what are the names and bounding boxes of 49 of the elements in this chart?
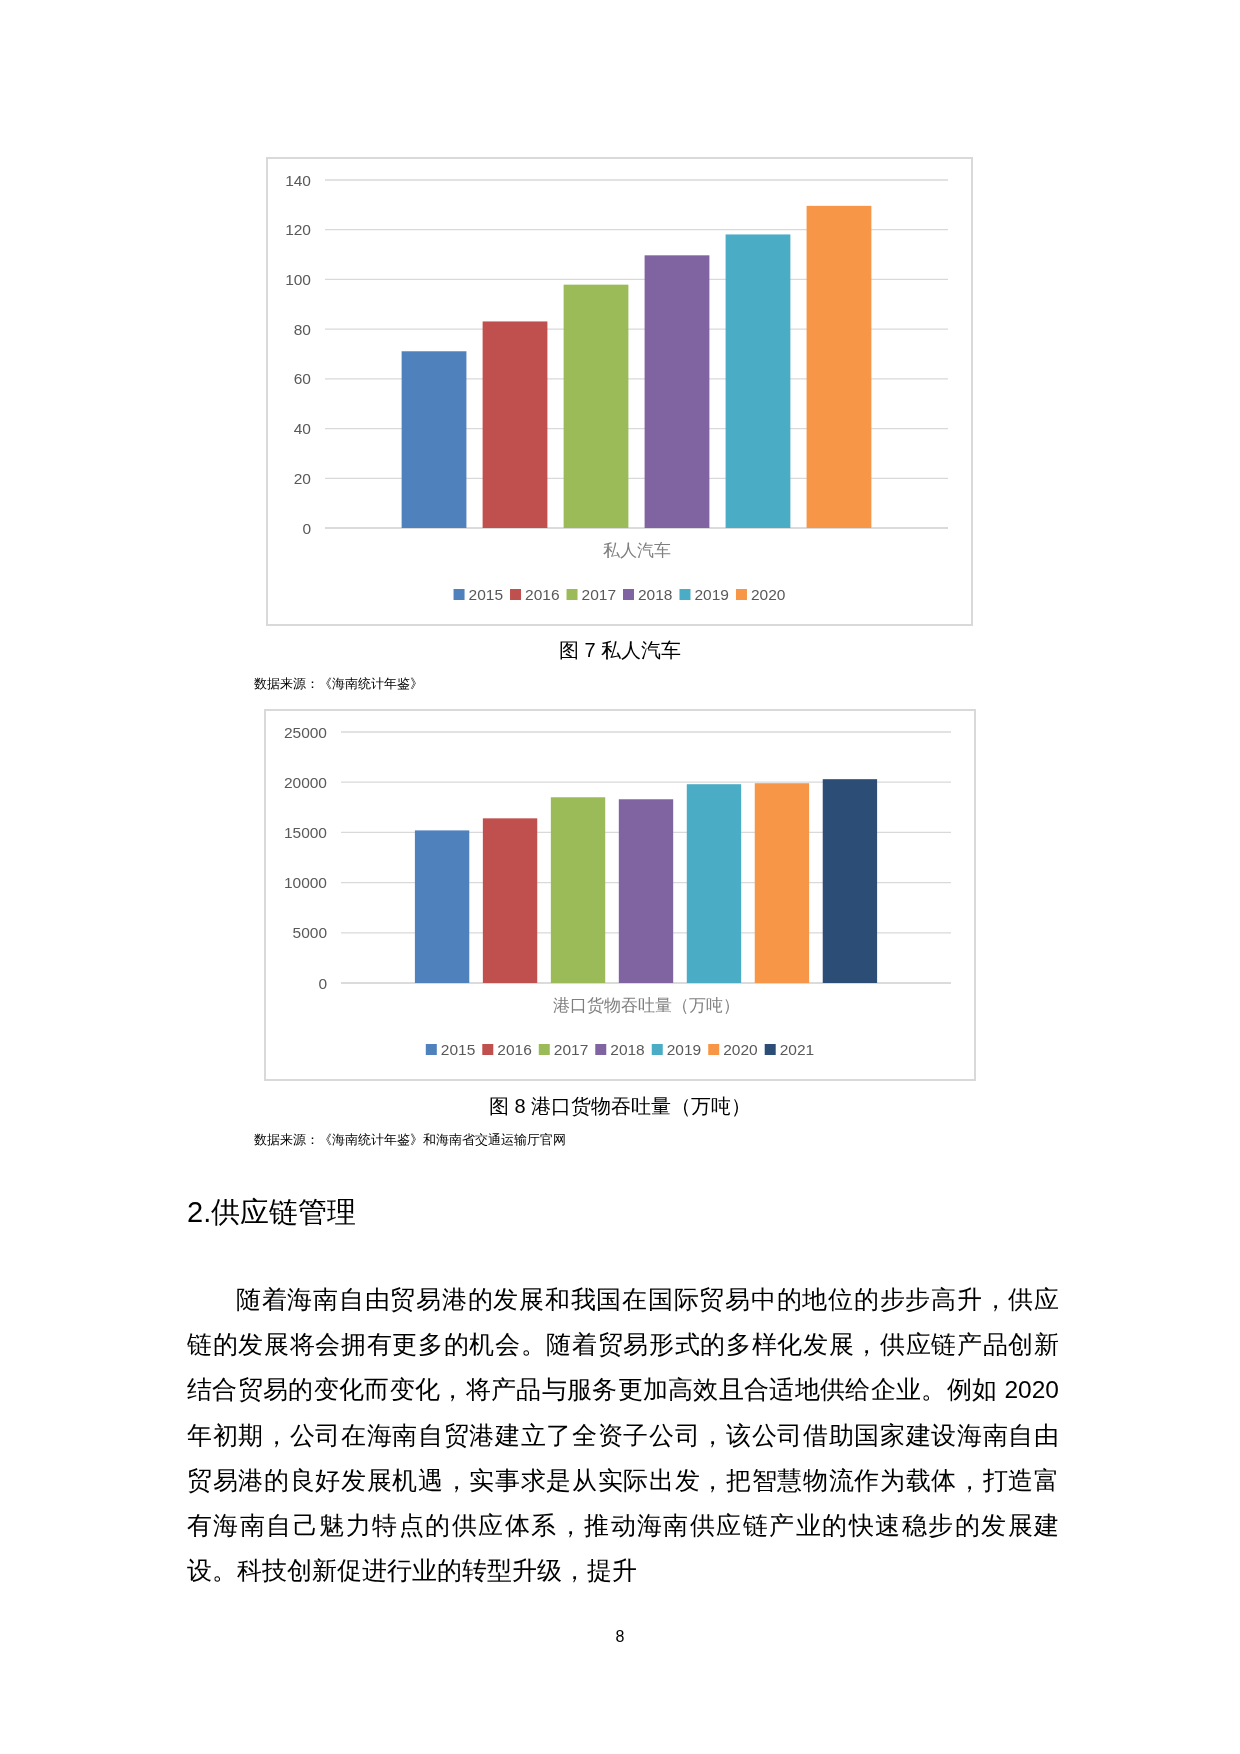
bar xyxy=(806,205,872,528)
y-tick-label: 100 xyxy=(285,270,312,288)
legend-label: 2018 xyxy=(638,586,673,603)
source-note: 数据来源：《海南统计年鉴》和海南省交通运输厅官网 xyxy=(254,1131,566,1149)
bar xyxy=(822,779,878,983)
bar xyxy=(754,783,810,983)
legend-label: 2016 xyxy=(497,1041,532,1058)
y-tick-label: 140 xyxy=(285,171,312,189)
x-tick-label: 港口货物吞吐量（万吨） xyxy=(552,996,740,1015)
text: 随着海南自由贸易港的发展和我国在国际贸易中的地位的步步高升，供应链的发展将会拥有更多的机会。随着贸易形式的多样化发展，供应链产品创新结合贸易的变化而变化，将产品与服务更加高效且合适地供给企业。例如 2020 年初期，公司在海南自贸港建立了全资子公司，该公司借助国家建设海南自由贸易港的良好发展机遇，实事求是从实际出发，把智慧物流作为载体，打造富有海南自己魅力特点的供应体系，推动海南供应链产业的快速稳步的发展建设。科技创新促进行业的转型升级，提升 xyxy=(187,1285,1059,1587)
bar xyxy=(618,799,674,983)
text: 图 7 私人汽车 xyxy=(557,638,683,663)
text: 图 8 港口货物吞吐量（万吨） xyxy=(487,1094,753,1119)
legend-label: 2015 xyxy=(440,1041,476,1058)
bar xyxy=(550,797,606,983)
legend-label: 2016 xyxy=(525,586,560,603)
x-tick-label: 私人汽车 xyxy=(602,541,671,560)
y-tick-label: 25000 xyxy=(283,723,328,741)
legend-label: 2021 xyxy=(779,1041,815,1058)
legend-label: 2017 xyxy=(553,1041,589,1058)
y-tick-label: 20000 xyxy=(283,773,328,791)
y-tick-label: 120 xyxy=(285,221,312,239)
bar xyxy=(414,830,470,983)
y-tick-label: 20 xyxy=(293,469,312,487)
legend-label: 2015 xyxy=(468,586,504,603)
y-tick-label: 5000 xyxy=(292,924,328,942)
bar xyxy=(401,351,467,528)
y-tick-label: 40 xyxy=(293,420,312,438)
legend-label: 2017 xyxy=(581,586,616,603)
y-tick-label: 15000 xyxy=(283,823,328,841)
y-tick-label: 80 xyxy=(293,320,312,338)
y-tick-label: 60 xyxy=(293,370,312,388)
text: 2.供应链管理 xyxy=(187,1195,357,1230)
y-tick-label: 0 xyxy=(318,974,328,992)
legend-label: 2019 xyxy=(694,586,729,603)
text: 8 xyxy=(614,1628,626,1646)
bar xyxy=(482,321,548,528)
bar xyxy=(686,784,742,983)
bar xyxy=(725,234,791,528)
legend-label: 2020 xyxy=(750,586,786,603)
legend-label: 2020 xyxy=(723,1041,759,1058)
source-note: 数据来源：《海南统计年鉴》 xyxy=(254,675,423,693)
y-tick-label: 0 xyxy=(302,519,312,537)
legend-label: 2019 xyxy=(666,1041,702,1058)
bar xyxy=(563,284,629,528)
bar xyxy=(644,255,710,528)
legend-label: 2018 xyxy=(610,1041,645,1058)
bar xyxy=(482,818,538,983)
y-tick-label: 10000 xyxy=(283,874,328,892)
